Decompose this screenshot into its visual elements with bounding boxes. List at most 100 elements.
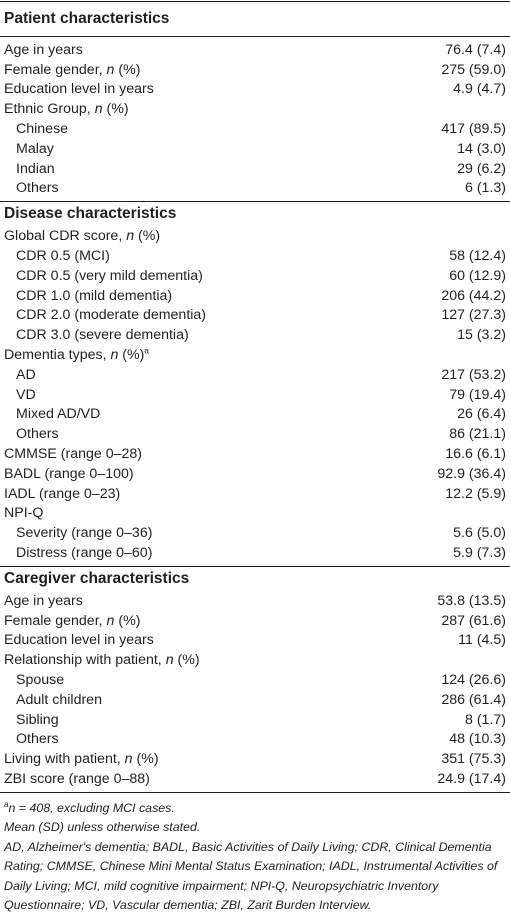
- table-row: Age in years 76.4 (7.4): [0, 40, 510, 60]
- row-label: Living with patient, n (%): [4, 751, 159, 768]
- table-row: Adult children 286 (61.4): [0, 690, 510, 710]
- row-label: Indian: [16, 160, 55, 177]
- row-label-wrap: Dementia types, n (%)a: [4, 347, 149, 363]
- table-row: Living with patient, n (%) 351 (75.3): [0, 749, 510, 769]
- section-rows: Global CDR score, n (%) CDR 0.5 (MCI) 58 (…: [0, 226, 510, 566]
- table-row: Severity (range 0–36) 5.6 (5.0): [0, 523, 510, 543]
- table-row: Female gender, n (%) 275 (59.0): [0, 60, 510, 80]
- table-row: Relationship with patient, n (%): [0, 650, 510, 670]
- row-value: 5.6 (5.0): [453, 525, 506, 542]
- row-label: Adult children: [16, 691, 102, 708]
- table-row: Global CDR score, n (%): [0, 226, 510, 246]
- section-rows: Age in years 53.8 (13.5) Female gender, n …: [0, 591, 510, 792]
- row-label: Ethnic Group, n (%): [4, 101, 129, 118]
- section-rows: Age in years 76.4 (7.4) Female gender, n (…: [0, 37, 510, 201]
- mean-sd-note: Mean (SD) unless otherwise stated.: [4, 820, 201, 835]
- row-value: 76.4 (7.4): [445, 41, 506, 58]
- section-title: Disease characteristics: [0, 201, 510, 226]
- table-row: CDR 2.0 (moderate dementia) 127 (27.3): [0, 306, 510, 326]
- table-row: Others 6 (1.3): [0, 179, 510, 199]
- row-label: Dementia types, n (%): [4, 347, 145, 364]
- footnote-a-text: n = 408, excluding MCI cases.: [8, 800, 175, 815]
- row-label: CDR 0.5 (very mild dementia): [16, 267, 203, 284]
- row-label: Global CDR score, n (%): [4, 228, 161, 245]
- row-value: 351 (75.3): [441, 751, 506, 768]
- row-label: VD: [16, 386, 36, 403]
- row-value: 8 (1.7): [464, 711, 506, 728]
- row-label: CDR 2.0 (moderate dementia): [16, 307, 207, 324]
- row-value: 29 (6.2): [457, 160, 506, 177]
- row-label: Education level in years: [4, 632, 154, 649]
- row-value: 275 (59.0): [441, 61, 506, 78]
- table-row: Education level in years 11 (4.5): [0, 631, 510, 651]
- row-label: CDR 3.0 (severe dementia): [16, 327, 189, 344]
- row-value: 11 (4.5): [458, 632, 506, 649]
- row-label: Age in years: [4, 41, 83, 58]
- row-value: 92.9 (36.4): [437, 465, 506, 482]
- footnote-marker: a: [144, 346, 149, 356]
- row-label: Others: [16, 426, 59, 443]
- row-label: Others: [16, 731, 59, 748]
- row-value: 86 (21.1): [449, 426, 506, 443]
- row-label: Severity (range 0–36): [16, 525, 153, 542]
- table-body: Patient characteristics Age in years 76.4 …: [0, 2, 510, 792]
- section-title: Caregiver characteristics: [0, 565, 510, 591]
- table-row: Age in years 53.8 (13.5): [0, 591, 510, 611]
- row-label: Relationship with patient, n (%): [4, 652, 200, 669]
- row-value: 15 (3.2): [457, 327, 506, 344]
- row-label: NPI-Q: [4, 505, 44, 522]
- row-label: Spouse: [16, 672, 65, 688]
- row-value: 287 (61.6): [441, 612, 506, 629]
- table-row: NPI-Q: [0, 504, 510, 524]
- table-row: BADL (range 0–100) 92.9 (36.4): [0, 464, 510, 484]
- row-value: 124 (26.6): [441, 672, 506, 688]
- table-row: VD 79 (19.4): [0, 385, 510, 405]
- row-label: BADL (range 0–100): [4, 465, 134, 482]
- footnote-a: an = 408, excluding MCI cases.: [4, 799, 506, 818]
- row-label: Mixed AD/VD: [16, 406, 101, 423]
- row-label: ZBI score (range 0–88): [4, 770, 150, 787]
- row-label: Age in years: [4, 592, 83, 609]
- table-row: AD 217 (53.2): [0, 365, 510, 385]
- table-row: Mixed AD/VD 26 (6.4): [0, 405, 510, 425]
- table-row: CDR 1.0 (mild dementia) 206 (44.2): [0, 286, 510, 306]
- row-value: 286 (61.4): [441, 691, 506, 708]
- row-value: 48 (10.3): [449, 731, 506, 748]
- row-value: 60 (12.9): [449, 267, 506, 284]
- row-label: CMMSE (range 0–28): [4, 446, 142, 463]
- row-label: AD: [16, 366, 36, 383]
- row-value: 417 (89.5): [441, 121, 506, 138]
- row-label: IADL (range 0–23): [4, 485, 121, 502]
- row-label: Malay: [16, 140, 54, 157]
- row-value: 14 (3.0): [457, 140, 506, 157]
- table-row: Dementia types, n (%)a: [0, 345, 510, 365]
- row-label: CDR 0.5 (MCI): [16, 248, 110, 265]
- row-label: CDR 1.0 (mild dementia): [16, 287, 173, 304]
- table-row: Others 48 (10.3): [0, 730, 510, 750]
- abbreviations-note: AD, Alzheimer's dementia; BADL, Basic Ac…: [4, 839, 498, 912]
- row-value: 4.9 (4.7): [453, 81, 506, 98]
- table-top-rule: [0, 1, 510, 2]
- table-row: CDR 0.5 (very mild dementia) 60 (12.9): [0, 266, 510, 286]
- row-value: 5.9 (7.3): [453, 545, 506, 562]
- row-value: 79 (19.4): [449, 386, 506, 403]
- row-value: 127 (27.3): [441, 307, 506, 324]
- row-value: 206 (44.2): [441, 287, 506, 304]
- table-row: ZBI score (range 0–88) 24.9 (17.4): [0, 769, 510, 789]
- table-row: CDR 0.5 (MCI) 58 (12.4): [0, 246, 510, 266]
- table-bottom-rule: [0, 791, 510, 793]
- table-row: Others 86 (21.1): [0, 424, 510, 444]
- row-value: 58 (12.4): [449, 248, 506, 265]
- row-value: 16.6 (6.1): [445, 446, 506, 463]
- row-value: 26 (6.4): [457, 406, 506, 423]
- table-row: Spouse 124 (26.6): [0, 670, 510, 690]
- row-value: 6 (1.3): [464, 180, 506, 197]
- table-row: Female gender, n (%) 287 (61.6): [0, 611, 510, 631]
- row-label: Female gender, n (%): [4, 612, 141, 629]
- row-label: Distress (range 0–60): [16, 545, 153, 562]
- row-value: 24.9 (17.4): [437, 770, 506, 787]
- row-value: 217 (53.2): [441, 366, 506, 383]
- table-row: CMMSE (range 0–28) 16.6 (6.1): [0, 444, 510, 464]
- row-label: Education level in years: [4, 81, 154, 98]
